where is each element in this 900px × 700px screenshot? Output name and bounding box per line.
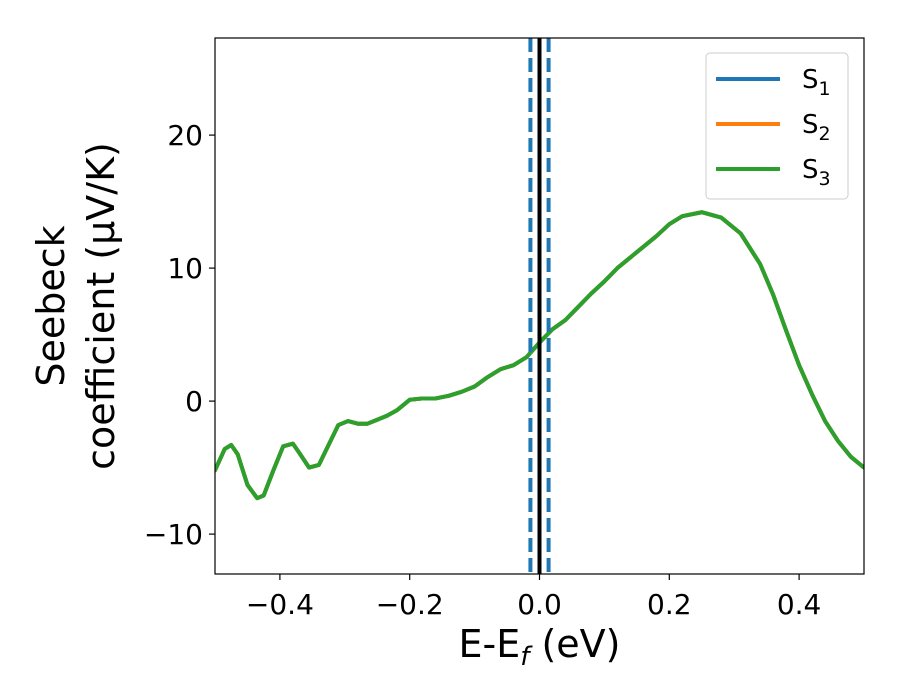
legend-label-s1: S1 bbox=[802, 65, 831, 100]
x-tick-label: 0.0 bbox=[517, 588, 562, 621]
x-tick-label: −0.4 bbox=[246, 588, 314, 621]
x-tick-label: 0.2 bbox=[647, 588, 692, 621]
y-tick-label: 10 bbox=[167, 252, 203, 285]
y-ticks: −10 0 10 20 bbox=[144, 119, 215, 551]
y-axis-label-line2: coefficient (μV/K) bbox=[79, 142, 123, 470]
series-layer bbox=[215, 210, 864, 501]
y-tick-label: 0 bbox=[185, 385, 203, 418]
y-tick-label: 20 bbox=[167, 119, 203, 152]
x-tick-label: −0.2 bbox=[376, 588, 444, 621]
legend-label-s3: S3 bbox=[802, 155, 831, 190]
vertical-lines bbox=[528, 38, 551, 574]
legend: S1 S2 S3 bbox=[705, 52, 849, 200]
x-axis-label: E-Ef (eV) bbox=[459, 622, 621, 672]
x-tick-label: 0.4 bbox=[777, 588, 822, 621]
x-ticks: −0.4 −0.2 0.0 0.2 0.4 bbox=[246, 574, 821, 621]
y-axis-label: Seebeck coefficient (μV/K) bbox=[29, 142, 123, 470]
series-line-s3 bbox=[215, 210, 864, 501]
y-axis-label-line1: Seebeck bbox=[29, 225, 73, 386]
legend-label-s2: S2 bbox=[802, 110, 831, 145]
y-tick-label: −10 bbox=[144, 518, 203, 551]
